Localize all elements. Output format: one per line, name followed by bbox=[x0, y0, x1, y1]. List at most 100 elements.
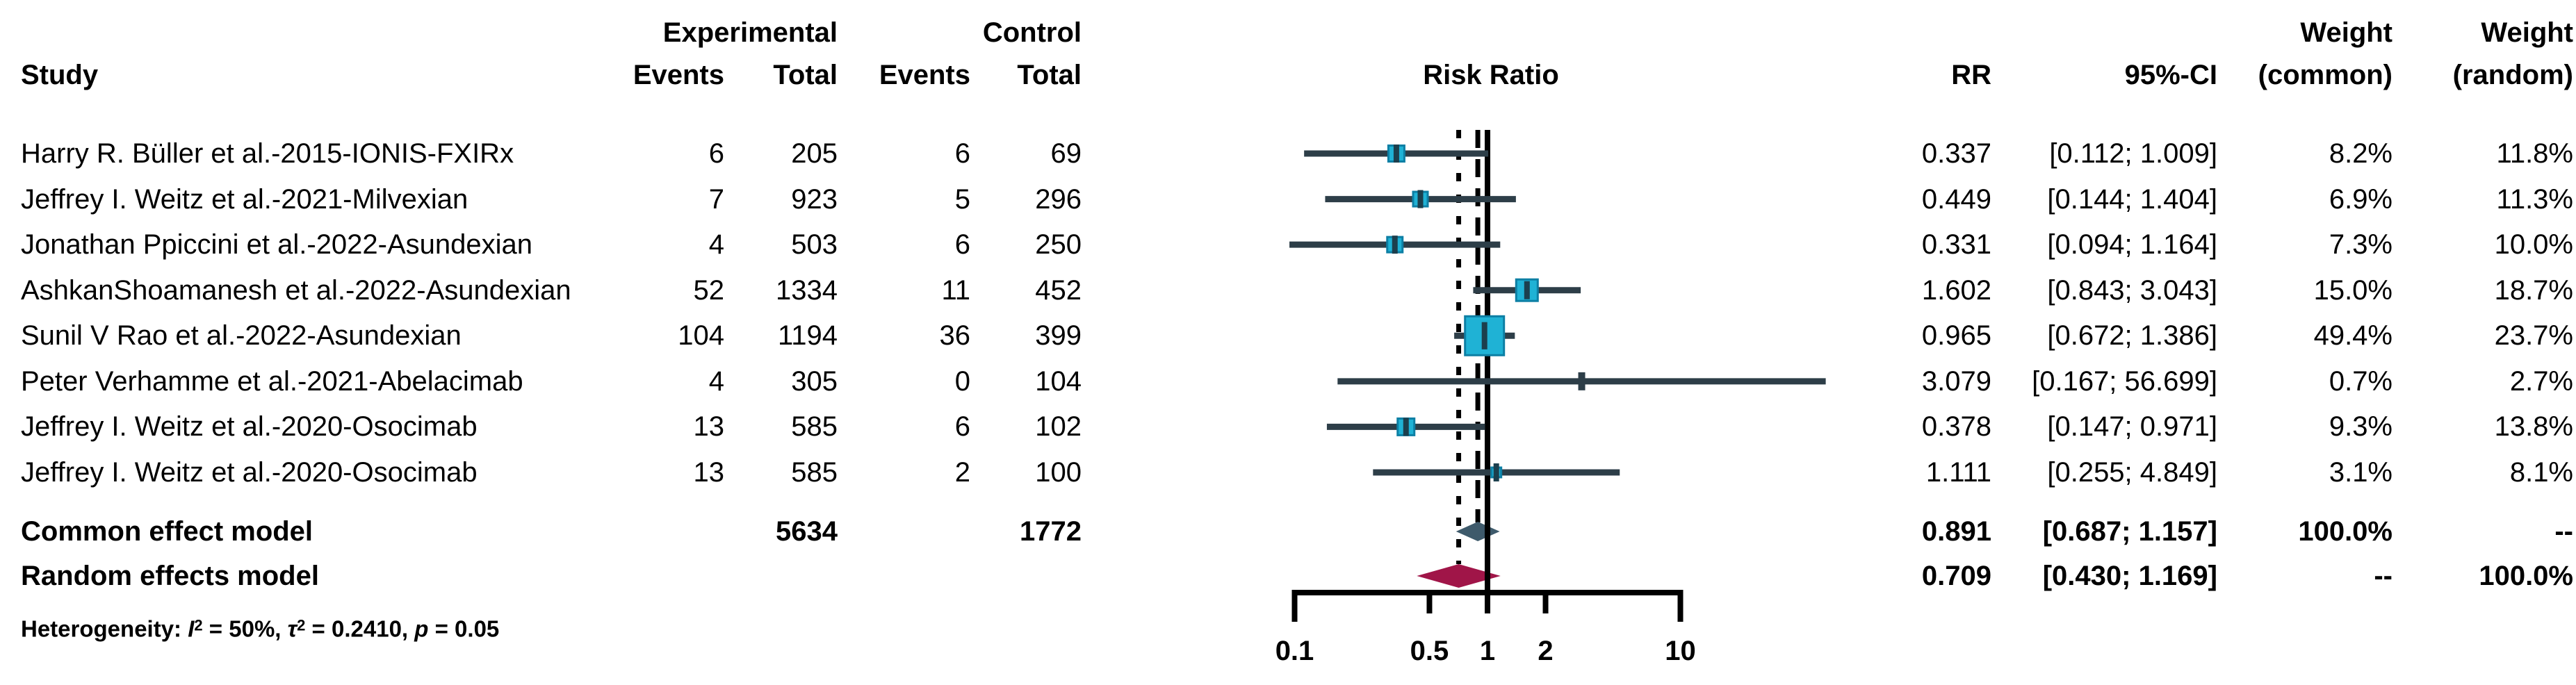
column-header-control: Control bbox=[982, 17, 1082, 48]
x-axis-tick-label: 1 bbox=[1480, 636, 1495, 666]
common-effect-weight-common: 100.0% bbox=[2298, 516, 2392, 547]
study-total-ctrl: 296 bbox=[1035, 183, 1082, 215]
study-ci-value: [0.672; 1.386] bbox=[2047, 320, 2217, 352]
study-total-ctrl: 69 bbox=[1050, 138, 1082, 169]
study-ci-value: [0.147; 0.971] bbox=[2047, 411, 2217, 443]
study-events-exp: 6 bbox=[708, 138, 724, 169]
study-name: Jeffrey I. Weitz et al.-2021-Milvexian bbox=[21, 183, 468, 215]
common-effect-total-exp: 5634 bbox=[776, 516, 838, 547]
effect-point-tick bbox=[1417, 190, 1424, 208]
study-weight-common: 8.2% bbox=[2329, 138, 2392, 169]
common-effect-label: Common effect model bbox=[21, 516, 313, 547]
study-events-ctrl: 6 bbox=[954, 411, 970, 443]
het-p-value: = 0.05 bbox=[428, 616, 500, 642]
column-header-experimental: Experimental bbox=[662, 17, 838, 48]
study-weight-random: 8.1% bbox=[2509, 456, 2573, 488]
study-total-exp: 205 bbox=[791, 138, 838, 169]
het-i-symbol: I bbox=[188, 616, 195, 642]
study-events-ctrl: 0 bbox=[954, 365, 970, 397]
study-weight-random: 13.8% bbox=[2494, 411, 2573, 443]
study-ci-value: [0.112; 1.009] bbox=[2049, 138, 2217, 169]
study-rr-value: 1.602 bbox=[1921, 274, 1991, 306]
column-header-weight-random: (random) bbox=[2452, 60, 2573, 90]
study-events-exp: 13 bbox=[693, 456, 725, 488]
study-total-ctrl: 452 bbox=[1035, 274, 1082, 306]
effect-point-tick bbox=[1493, 463, 1499, 481]
study-total-exp: 585 bbox=[791, 411, 838, 443]
study-events-ctrl: 6 bbox=[954, 229, 970, 261]
effect-point-tick bbox=[1578, 372, 1585, 390]
column-header-weight-common: (common) bbox=[2258, 60, 2392, 90]
study-total-exp: 923 bbox=[791, 183, 838, 215]
study-rr-value: 1.111 bbox=[1925, 456, 1991, 488]
study-name: Harry R. Büller et al.-2015-IONIS-FXIRx bbox=[21, 138, 514, 169]
random-effects-label: Random effects model bbox=[21, 561, 319, 591]
column-header-weight-random-top: Weight bbox=[2481, 17, 2573, 48]
het-prefix: Heterogeneity: bbox=[21, 616, 188, 642]
study-weight-random: 10.0% bbox=[2494, 229, 2573, 261]
study-total-exp: 1334 bbox=[776, 274, 838, 306]
study-total-ctrl: 104 bbox=[1035, 365, 1082, 397]
study-ci-value: [0.144; 1.404] bbox=[2047, 183, 2217, 215]
study-ci-value: [0.843; 3.043] bbox=[2047, 274, 2217, 306]
study-events-ctrl: 36 bbox=[939, 320, 971, 352]
random-effects-ci: [0.430; 1.169] bbox=[2042, 561, 2217, 591]
x-axis-tick-label: 2 bbox=[1538, 636, 1553, 666]
study-ci-value: [0.094; 1.164] bbox=[2047, 229, 2217, 261]
study-total-ctrl: 102 bbox=[1035, 411, 1082, 443]
study-events-exp: 52 bbox=[693, 274, 725, 306]
study-weight-common: 49.4% bbox=[2313, 320, 2392, 352]
het-tau-value: = 0.2410, bbox=[305, 616, 415, 642]
random-effects-diamond bbox=[1417, 564, 1501, 588]
study-name: Jeffrey I. Weitz et al.-2020-Osocimab bbox=[21, 411, 478, 443]
study-name: AshkanShoamanesh et al.-2022-Asundexian bbox=[21, 274, 571, 306]
study-name: Sunil V Rao et al.-2022-Asundexian bbox=[21, 320, 462, 352]
study-events-ctrl: 5 bbox=[954, 183, 970, 215]
study-rr-value: 0.331 bbox=[1921, 229, 1991, 261]
study-rr-value: 0.378 bbox=[1921, 411, 1991, 443]
study-ci-value: [0.255; 4.849] bbox=[2047, 456, 2217, 488]
random-effects-weight-common: -- bbox=[2374, 561, 2392, 591]
column-header-rr: RR bbox=[1951, 60, 1991, 90]
study-weight-common: 9.3% bbox=[2329, 411, 2392, 443]
common-effect-rr: 0.891 bbox=[1921, 516, 1991, 547]
column-header-total-exp: Total bbox=[773, 60, 838, 90]
study-total-ctrl: 100 bbox=[1035, 456, 1082, 488]
study-name: Jeffrey I. Weitz et al.-2020-Osocimab bbox=[21, 456, 478, 488]
x-axis-tick-label: 0.1 bbox=[1275, 636, 1314, 666]
study-ci-value: [0.167; 56.699] bbox=[2032, 365, 2217, 397]
study-events-exp: 13 bbox=[693, 411, 725, 443]
random-effects-weight-random: 100.0% bbox=[2479, 561, 2573, 591]
study-rr-value: 0.337 bbox=[1921, 138, 1991, 169]
het-i-sup: 2 bbox=[194, 616, 203, 634]
study-events-exp: 4 bbox=[708, 229, 724, 261]
effect-point-tick bbox=[1393, 145, 1399, 163]
column-header-weight-common-top: Weight bbox=[2300, 17, 2392, 48]
column-header-events-exp: Events bbox=[633, 60, 724, 90]
study-name: Jonathan Ppiccini et al.-2022-Asundexian bbox=[21, 229, 533, 261]
study-total-ctrl: 399 bbox=[1035, 320, 1082, 352]
study-weight-common: 3.1% bbox=[2329, 456, 2392, 488]
study-events-exp: 7 bbox=[708, 183, 724, 215]
study-total-exp: 585 bbox=[791, 456, 838, 488]
study-total-ctrl: 250 bbox=[1035, 229, 1082, 261]
random-effects-rr: 0.709 bbox=[1921, 561, 1991, 591]
study-total-exp: 305 bbox=[791, 365, 838, 397]
study-events-ctrl: 11 bbox=[941, 274, 970, 306]
study-weight-random: 18.7% bbox=[2494, 274, 2573, 306]
study-weight-common: 15.0% bbox=[2313, 274, 2392, 306]
study-rr-value: 0.965 bbox=[1921, 320, 1991, 352]
heterogeneity-note: Heterogeneity: I2 = 50%, τ2 = 0.2410, p … bbox=[21, 618, 499, 641]
study-weight-random: 23.7% bbox=[2494, 320, 2573, 352]
study-weight-common: 6.9% bbox=[2329, 183, 2392, 215]
study-rr-value: 0.449 bbox=[1921, 183, 1991, 215]
study-events-ctrl: 2 bbox=[954, 456, 970, 488]
effect-point-tick bbox=[1481, 322, 1487, 349]
column-header-risk-ratio: Risk Ratio bbox=[1423, 60, 1559, 90]
study-weight-common: 0.7% bbox=[2329, 365, 2392, 397]
common-effect-total-ctrl: 1772 bbox=[1020, 516, 1082, 547]
common-effect-weight-random: -- bbox=[2554, 516, 2573, 547]
x-axis-tick-label: 0.5 bbox=[1410, 636, 1449, 666]
column-header-ci: 95%-CI bbox=[2124, 60, 2217, 90]
